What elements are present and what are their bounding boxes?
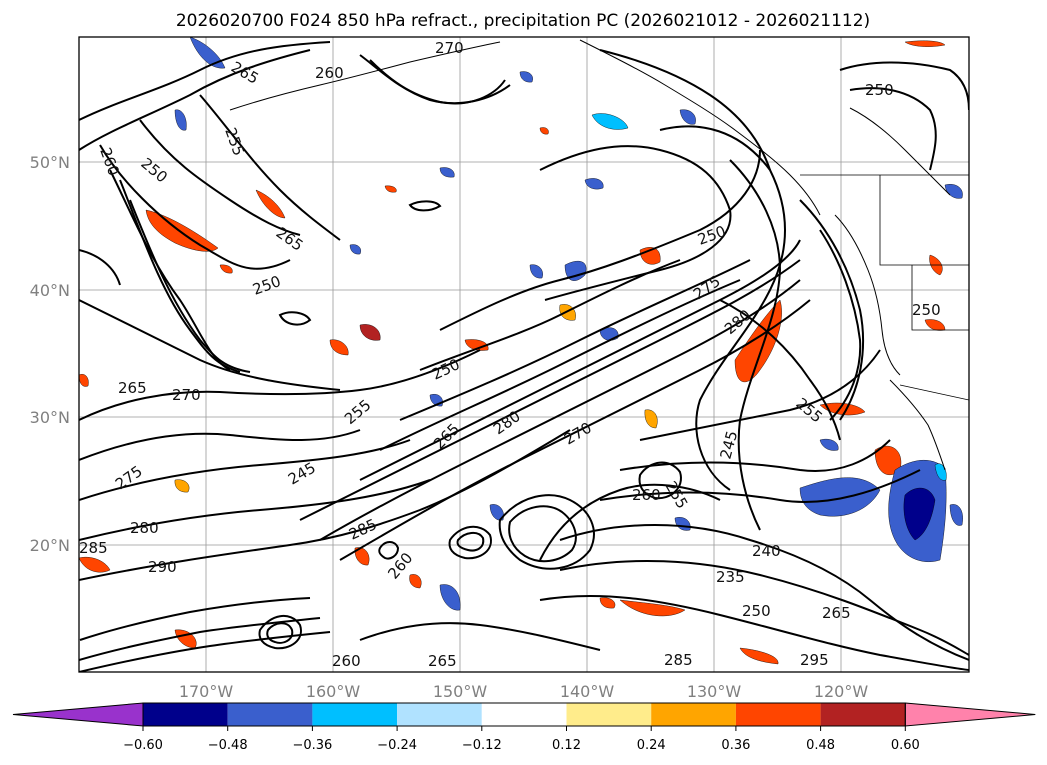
precip-negative-patch (591, 113, 629, 130)
colorbar-extend-max (904, 702, 1036, 727)
precip-negative-patch (903, 487, 936, 541)
contour-label: 270 (172, 386, 201, 404)
lat-label: 50°N (30, 153, 70, 172)
precip-positive-patch (739, 647, 779, 665)
precip-negative-patch (174, 109, 187, 131)
precip-negative-patch (529, 264, 543, 279)
precip-positive-patch (599, 597, 616, 609)
colorbar-tick-label: 0.36 (721, 738, 750, 753)
colorbar-extend-min (12, 702, 144, 727)
colorbar-outline (142, 702, 906, 727)
lon-label: 120°W (814, 682, 869, 701)
colorbar-bin (735, 703, 821, 726)
precip-negative-patch (934, 463, 947, 481)
precip-negative-patch (519, 71, 533, 83)
colorbar-bin (820, 703, 906, 726)
precip-positive-patch (79, 557, 111, 573)
precip-positive-patch (619, 599, 686, 617)
colorbar: −0.60 −0.48 −0.36 −0.24 −0.12 0.12 0.24 0.36 0.4… (12, 702, 1036, 753)
precip-positive-patch (644, 409, 658, 429)
colorbar-tick-label: −0.60 (123, 738, 163, 753)
precip-positive-patch (329, 339, 349, 356)
colorbar-bin (566, 703, 652, 726)
precip-positive-patch (174, 479, 190, 493)
contour-label: 285 (79, 539, 108, 557)
precip-negative-patch (599, 327, 619, 341)
contour-label: 260 (332, 652, 361, 670)
precip-negative-patch (439, 167, 455, 178)
lon-label: 150°W (433, 682, 488, 701)
contour-label: 270 (435, 39, 464, 57)
lon-label: 140°W (560, 682, 615, 701)
map-panel: 50°N 40°N 30°N 20°N 170°W 160°W 150°W 14… (30, 36, 970, 701)
colorbar-tick-label: −0.48 (208, 738, 248, 753)
lon-label: 130°W (687, 682, 742, 701)
map-frame (78, 36, 970, 673)
contour-label: 280 (130, 519, 159, 537)
lon-label: 160°W (306, 682, 361, 701)
contour-label: 295 (800, 651, 829, 669)
lat-label: 20°N (30, 536, 70, 555)
colorbar-tick-label: 0.60 (891, 738, 920, 753)
lat-axis: 50°N 40°N 30°N 20°N (30, 153, 70, 555)
colorbar-bin (651, 703, 736, 726)
contour-label: 260 (632, 486, 661, 504)
refractivity-contours (79, 41, 969, 672)
graticule (79, 37, 969, 672)
precip-positive-patch (79, 374, 89, 387)
lon-axis: 170°W 160°W 150°W 140°W 130°W 120°W (179, 682, 869, 701)
contour-label: 250 (742, 602, 771, 620)
colorbar-bin (143, 703, 228, 726)
precip-positive-patch (409, 574, 422, 589)
precip-negative-patch (189, 37, 226, 69)
precip-positive-patch (359, 324, 381, 341)
precip-positive-patch (145, 209, 219, 252)
precip-negative-patch (349, 244, 361, 255)
precip-negative-patch (564, 260, 587, 281)
contour-label: 235 (716, 568, 745, 586)
lon-label: 170°W (179, 682, 234, 701)
colorbar-tick-label: 0.24 (637, 738, 666, 753)
precip-positive-patch (255, 189, 286, 219)
contour-label: 250 (865, 81, 894, 99)
colorbar-bin (227, 703, 313, 726)
precip-positive-patch (464, 339, 489, 351)
coastlines (229, 39, 951, 471)
precip-positive-patch (384, 185, 397, 193)
precip-negative-patch (439, 584, 461, 611)
colorbar-tick-label: 0.12 (552, 738, 581, 753)
contour-label: 290 (148, 558, 177, 576)
precip-negative-patch (819, 438, 839, 451)
contour-label: 250 (912, 301, 941, 319)
colorbar-bin (312, 703, 398, 726)
contour-label: 265 (428, 652, 457, 670)
contour-label: 240 (752, 542, 781, 560)
precip-positive-patch (354, 547, 370, 566)
lat-label: 40°N (30, 281, 70, 300)
colorbar-bin (481, 703, 567, 726)
precip-positive-patch (904, 40, 946, 47)
precip-positive-patch (819, 402, 866, 416)
contour-label: 285 (664, 651, 693, 669)
contour-label: 265 (118, 379, 147, 397)
contour-label: 260 (315, 64, 344, 82)
boundaries (800, 174, 969, 401)
precip-negative-patch (949, 504, 963, 526)
figure-title: 2026020700 F024 850 hPa refract., precip… (176, 11, 870, 31)
colorbar-tick-label: 0.48 (806, 738, 835, 753)
precip-positive-patch (539, 127, 549, 135)
colorbar-bin (397, 703, 482, 726)
contour-label: 265 (822, 604, 851, 622)
precip-negative-patch (799, 477, 881, 517)
colorbar-tick-label: −0.24 (377, 738, 417, 753)
precip-negative-patch (489, 504, 504, 521)
colorbar-tick-label: −0.36 (292, 738, 332, 753)
colorbar-tick-label: −0.12 (462, 738, 502, 753)
precip-positive-patch (219, 264, 233, 274)
precip-negative-patch (584, 178, 604, 190)
lat-label: 30°N (30, 408, 70, 427)
precip-negative-patch (679, 109, 696, 125)
